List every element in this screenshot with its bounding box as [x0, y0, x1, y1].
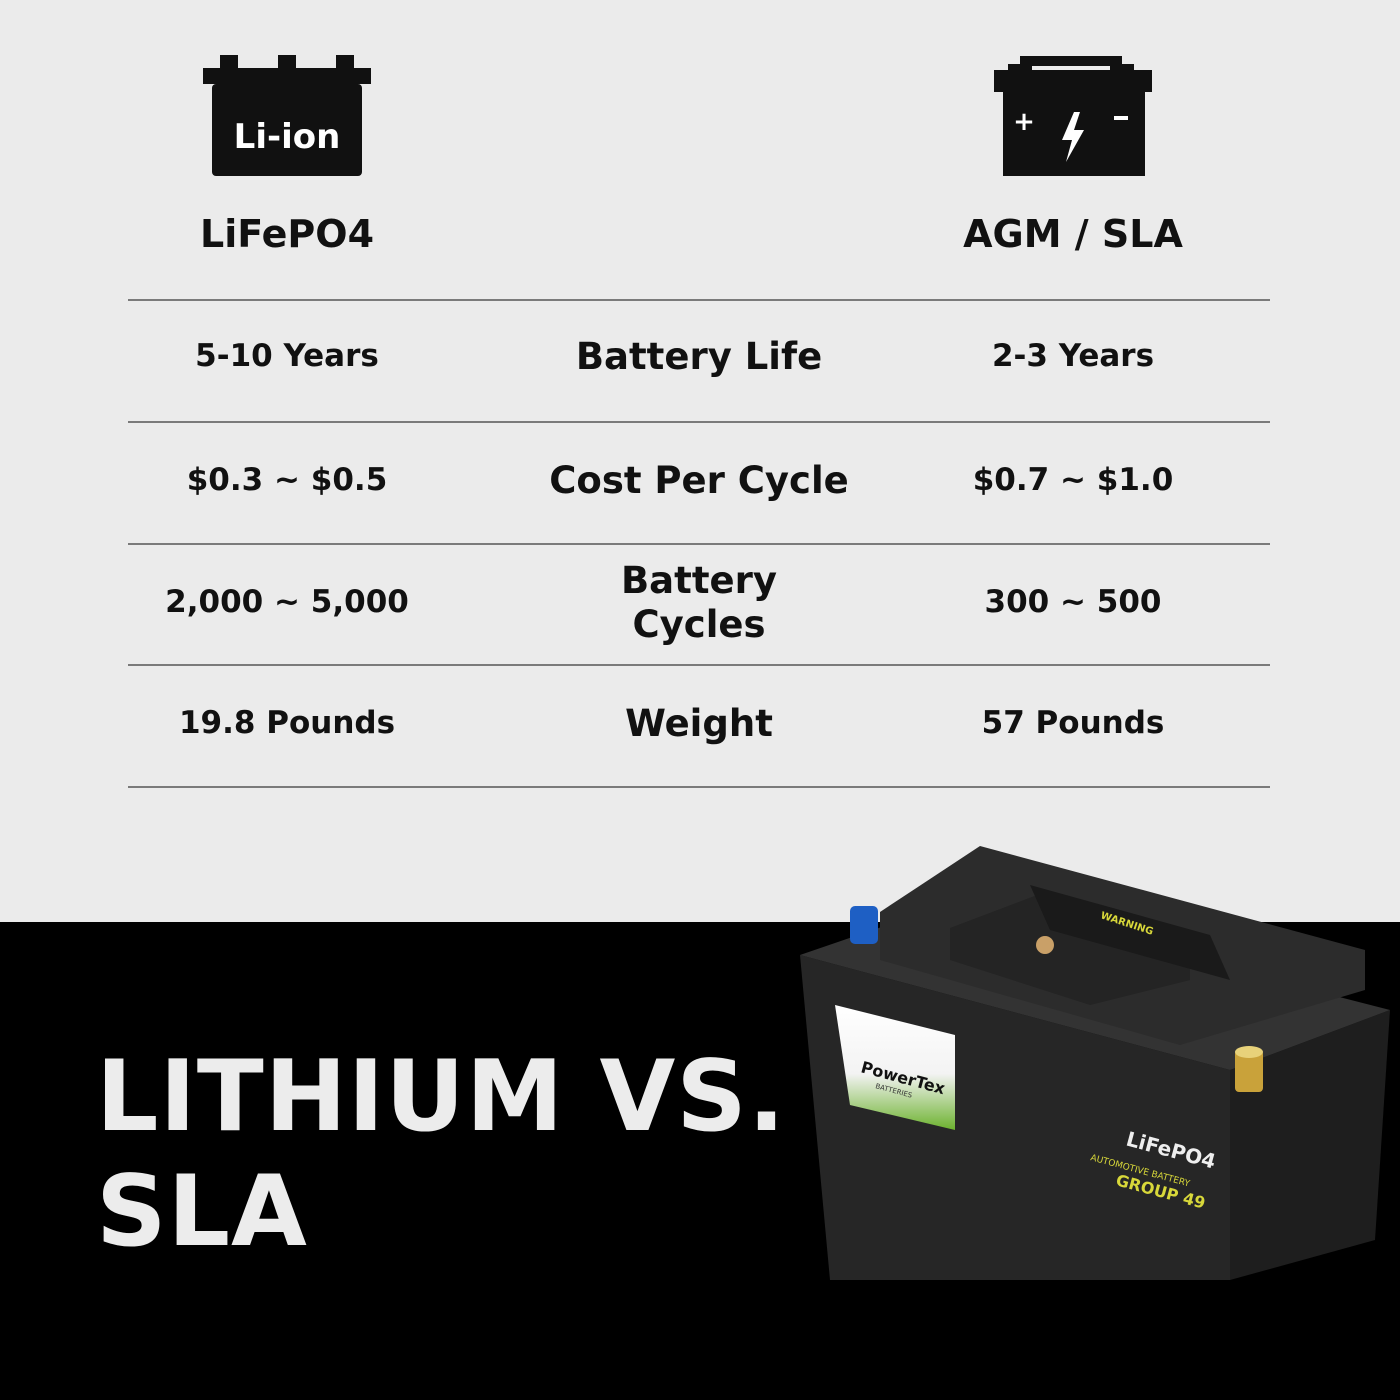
headline-line-1: LITHIUM VS.	[96, 1040, 787, 1154]
row-label-cost-per-cycle: Cost Per Cycle	[549, 458, 849, 502]
lifepo4-cost-per-cycle: $0.3 ~ $0.5	[186, 462, 388, 499]
lifepo4-column-title: LiFePO4	[199, 212, 375, 256]
divider	[128, 299, 1270, 301]
agm-sla-column-title: AGM / SLA	[963, 212, 1183, 256]
lightning-bolt-icon	[1062, 112, 1084, 162]
agm-battery-life: 2-3 Years	[991, 338, 1155, 375]
row-label-battery-cycles: Battery Cycles	[620, 558, 777, 646]
lifepo4-weight: 19.8 Pounds	[178, 705, 396, 742]
divider	[128, 421, 1270, 423]
headline-line-2: SLA	[96, 1155, 308, 1269]
negative-terminal	[850, 906, 878, 944]
lifepo4-battery-life: 5-10 Years	[195, 338, 379, 375]
divider	[128, 786, 1270, 788]
agm-cost-per-cycle: $0.7 ~ $1.0	[972, 462, 1174, 499]
plus-icon: +	[1013, 107, 1035, 137]
li-ion-battery-icon: Li-ion	[203, 55, 371, 176]
agm-battery-cycles: 300 ~ 500	[984, 584, 1162, 621]
lead-acid-battery-icon: +	[994, 56, 1152, 176]
row-label-battery-life: Battery Life	[575, 334, 823, 378]
agm-weight: 57 Pounds	[981, 705, 1165, 742]
minus-icon	[1114, 116, 1128, 120]
li-ion-icon-text: Li-ion	[234, 117, 341, 157]
divider	[128, 664, 1270, 666]
lifepo4-battery-cycles: 2,000 ~ 5,000	[165, 584, 409, 621]
divider	[128, 543, 1270, 545]
positive-terminal	[1235, 1050, 1263, 1092]
headline: LITHIUM VS. SLA	[96, 1040, 786, 1270]
row-label-weight: Weight	[625, 701, 773, 745]
product-battery-image: WARNING PowerTex BATTERIES LiFePO4 AUTOM…	[800, 846, 1390, 1280]
